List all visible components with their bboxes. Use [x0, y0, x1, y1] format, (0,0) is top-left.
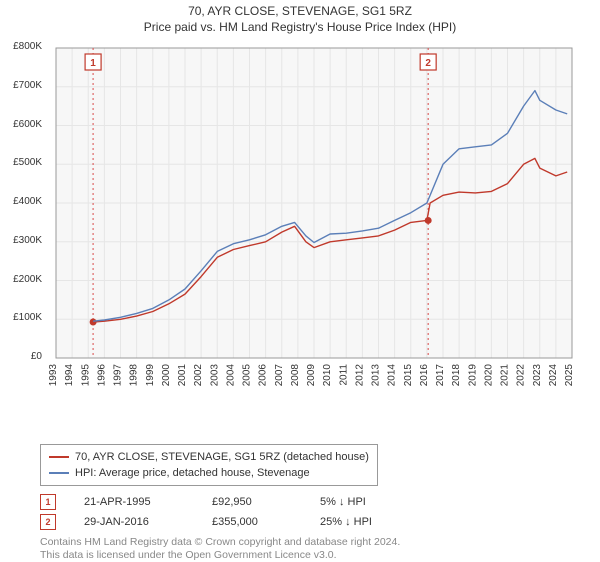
y-tick-label: £0	[31, 351, 42, 362]
legend-swatch-2	[49, 472, 69, 474]
svg-text:1997: 1997	[113, 364, 124, 387]
svg-text:2020: 2020	[483, 364, 494, 387]
svg-text:2011: 2011	[338, 364, 349, 386]
attribution-line-2: This data is licensed under the Open Gov…	[40, 549, 580, 562]
legend-row-1: 70, AYR CLOSE, STEVENAGE, SG1 5RZ (detac…	[49, 449, 369, 465]
svg-text:2021: 2021	[500, 364, 511, 387]
legend-label-2: HPI: Average price, detached house, Stev…	[75, 465, 310, 481]
marker-date-1: 21-APR-1995	[84, 492, 184, 512]
y-tick-label: £700K	[13, 80, 42, 91]
marker-price-2: £355,000	[212, 512, 292, 532]
chart-svg: 1 2 1993 1994 1995 1996 1997 1998 1999 2000 2001 20…	[48, 42, 580, 400]
svg-text:1995: 1995	[80, 364, 91, 387]
attribution-line-1: Contains HM Land Registry data © Crown c…	[40, 536, 580, 549]
svg-text:2018: 2018	[451, 364, 462, 387]
title-subtitle: Price paid vs. HM Land Registry's House …	[0, 20, 600, 34]
svg-text:2: 2	[425, 58, 431, 69]
legend-label-1: 70, AYR CLOSE, STEVENAGE, SG1 5RZ (detac…	[75, 449, 369, 465]
marker-row-2: 2 29-JAN-2016 £355,000 25% ↓ HPI	[40, 512, 580, 532]
y-tick-label: £300K	[13, 235, 42, 246]
svg-text:2004: 2004	[225, 364, 236, 387]
svg-text:1: 1	[90, 58, 96, 69]
svg-text:2010: 2010	[322, 364, 333, 387]
svg-text:2006: 2006	[258, 364, 269, 387]
svg-text:2013: 2013	[371, 364, 382, 387]
marker-num-2: 2	[45, 512, 50, 532]
chart-container: 70, AYR CLOSE, STEVENAGE, SG1 5RZ Price …	[0, 0, 600, 560]
marker-badge-1: 1	[40, 494, 56, 510]
svg-text:2014: 2014	[387, 364, 398, 387]
svg-text:1993: 1993	[48, 364, 59, 387]
svg-text:2000: 2000	[161, 364, 172, 387]
svg-text:2012: 2012	[354, 364, 365, 387]
y-tick-label: £200K	[13, 274, 42, 285]
footer-area: 70, AYR CLOSE, STEVENAGE, SG1 5RZ (detac…	[40, 444, 580, 562]
svg-text:2007: 2007	[274, 364, 285, 387]
attribution: Contains HM Land Registry data © Crown c…	[40, 536, 580, 562]
svg-text:2024: 2024	[548, 364, 559, 387]
svg-text:2017: 2017	[435, 364, 446, 387]
svg-text:2009: 2009	[306, 364, 317, 387]
y-axis-labels: £0£100K£200K£300K£400K£500K£600K£700K£80…	[0, 42, 46, 352]
svg-text:2002: 2002	[193, 364, 204, 387]
svg-text:2023: 2023	[532, 364, 543, 387]
svg-text:2005: 2005	[242, 364, 253, 387]
marker-row-1: 1 21-APR-1995 £92,950 5% ↓ HPI	[40, 492, 580, 512]
svg-text:2008: 2008	[290, 364, 301, 387]
title-address: 70, AYR CLOSE, STEVENAGE, SG1 5RZ	[0, 4, 600, 18]
svg-text:1999: 1999	[145, 364, 156, 387]
y-tick-label: £500K	[13, 157, 42, 168]
svg-text:2019: 2019	[467, 364, 478, 387]
legend-row-2: HPI: Average price, detached house, Stev…	[49, 465, 369, 481]
marker-delta-2: 25% ↓ HPI	[320, 512, 372, 532]
title-area: 70, AYR CLOSE, STEVENAGE, SG1 5RZ Price …	[0, 0, 600, 34]
marker-badge-2: 2	[40, 514, 56, 530]
y-tick-label: £400K	[13, 196, 42, 207]
svg-text:2016: 2016	[419, 364, 430, 387]
marker-date-2: 29-JAN-2016	[84, 512, 184, 532]
svg-text:1994: 1994	[64, 364, 75, 387]
marker-rows: 1 21-APR-1995 £92,950 5% ↓ HPI 2 29-JAN-…	[40, 492, 580, 532]
y-tick-label: £800K	[13, 41, 42, 52]
legend-swatch-1	[49, 456, 69, 458]
svg-text:2015: 2015	[403, 364, 414, 387]
marker-delta-1: 5% ↓ HPI	[320, 492, 366, 512]
svg-text:2025: 2025	[564, 364, 575, 387]
svg-text:2001: 2001	[177, 364, 188, 387]
legend-box: 70, AYR CLOSE, STEVENAGE, SG1 5RZ (detac…	[40, 444, 378, 486]
y-tick-label: £100K	[13, 312, 42, 323]
svg-text:2022: 2022	[516, 364, 527, 387]
y-tick-label: £600K	[13, 119, 42, 130]
marker-num-1: 1	[45, 492, 50, 512]
chart-area: 1 2 1993 1994 1995 1996 1997 1998 1999 2000 2001 20…	[48, 42, 580, 400]
svg-text:2003: 2003	[209, 364, 220, 387]
svg-text:1996: 1996	[96, 364, 107, 387]
svg-text:1998: 1998	[129, 364, 140, 387]
marker-price-1: £92,950	[212, 492, 292, 512]
